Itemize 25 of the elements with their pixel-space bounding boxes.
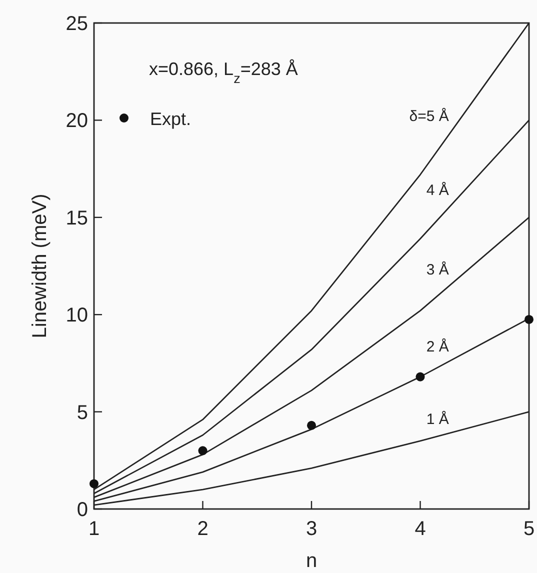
annotation: x=0.866, L$_{z}$=283 Å bbox=[149, 59, 298, 86]
y-tick-label: 10 bbox=[66, 304, 88, 327]
y-tick-label: 25 bbox=[66, 13, 88, 35]
point bbox=[198, 446, 208, 456]
series-label: δ=5 Å bbox=[409, 107, 449, 126]
x-tick-label: 5 bbox=[523, 518, 535, 540]
series-label: 3 Å bbox=[426, 260, 449, 279]
x-tick-label: 4 bbox=[414, 518, 426, 540]
series-label: 2 Å bbox=[426, 337, 449, 356]
point bbox=[89, 479, 99, 488]
y-tick-label: 0 bbox=[76, 499, 88, 521]
y-tick-label: 5 bbox=[76, 402, 88, 424]
x-tick-label: 2 bbox=[197, 518, 208, 540]
x-tick-label: 3 bbox=[306, 518, 318, 540]
legend-label: Expt. bbox=[150, 109, 192, 129]
x-axis-title: n bbox=[306, 550, 318, 572]
y-tick-label: 20 bbox=[66, 110, 88, 132]
point bbox=[306, 420, 316, 430]
y-tick-label: 15 bbox=[66, 207, 88, 230]
series-label: 4 Å bbox=[426, 181, 449, 200]
y-axis-title: Linewidth (meV) bbox=[29, 194, 51, 338]
series-label: 1 Å bbox=[426, 410, 449, 428]
x-tick-label: 1 bbox=[88, 518, 100, 540]
point bbox=[524, 314, 534, 324]
point bbox=[416, 372, 425, 382]
